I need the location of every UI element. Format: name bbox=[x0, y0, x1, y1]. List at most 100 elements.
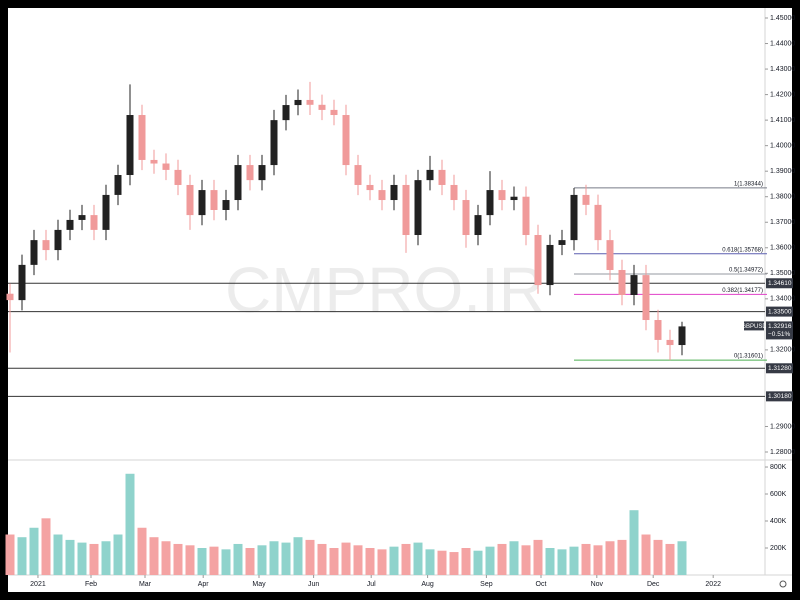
candle-body bbox=[594, 204, 602, 241]
candle-body bbox=[102, 194, 110, 230]
volume-bar bbox=[5, 534, 15, 575]
symbol-box bbox=[744, 321, 764, 331]
y-tick-label: 1.42000 bbox=[770, 91, 795, 98]
volume-bar bbox=[317, 543, 327, 575]
x-tick-label: 2022 bbox=[705, 581, 721, 588]
candle-body bbox=[318, 104, 326, 110]
volume-bar bbox=[617, 539, 627, 575]
volume-bar bbox=[545, 548, 555, 575]
level-label: 1.31280 bbox=[768, 365, 792, 372]
candle-body bbox=[42, 240, 50, 251]
candle-body bbox=[246, 165, 254, 181]
candle-body bbox=[666, 339, 674, 346]
candle-body bbox=[294, 99, 302, 106]
candle-body bbox=[330, 109, 338, 116]
y-tick-label: 1.39000 bbox=[770, 168, 795, 175]
volume-bar bbox=[389, 546, 399, 575]
candle-body bbox=[534, 235, 542, 286]
volume-bar bbox=[533, 539, 543, 575]
x-tick-label: 2021 bbox=[30, 581, 46, 588]
symbol: GBPUSD bbox=[741, 324, 767, 330]
volume-bar bbox=[173, 543, 183, 575]
volume-bar bbox=[77, 542, 87, 575]
candle-body bbox=[66, 219, 74, 230]
x-tick-label: Nov bbox=[591, 581, 604, 588]
candle-body bbox=[138, 115, 146, 160]
y-tick-label: 1.35000 bbox=[770, 270, 795, 277]
volume-bar bbox=[473, 550, 483, 575]
candle-body bbox=[342, 115, 350, 166]
volume-bar bbox=[437, 550, 447, 575]
volume-bar bbox=[425, 549, 435, 575]
volume-bar bbox=[305, 539, 315, 575]
candle-body bbox=[18, 264, 26, 301]
candle-body bbox=[114, 175, 122, 195]
volume-bar bbox=[665, 543, 675, 575]
candle-body bbox=[390, 184, 398, 201]
volume-bar bbox=[245, 548, 255, 575]
volume-bar bbox=[521, 545, 531, 575]
volume-bar bbox=[185, 545, 195, 575]
volume-bar bbox=[449, 552, 459, 575]
candle-body bbox=[642, 275, 650, 321]
candle-body bbox=[234, 165, 242, 201]
candle-body bbox=[450, 184, 458, 201]
volume-bar bbox=[461, 548, 471, 575]
y-tick-label: 1.37000 bbox=[770, 219, 795, 226]
volume-tick-label: 600K bbox=[770, 491, 787, 498]
x-tick-label: Jul bbox=[367, 581, 376, 588]
volume-tick-label: 200K bbox=[770, 545, 787, 552]
volume-bar bbox=[149, 537, 159, 575]
candle-body bbox=[606, 240, 614, 270]
volume-bar bbox=[557, 549, 567, 575]
candle-body bbox=[30, 240, 38, 265]
volume-bar bbox=[341, 542, 351, 575]
volume-bar bbox=[221, 549, 231, 575]
candle-body bbox=[510, 196, 518, 201]
y-tick-label: 1.45000 bbox=[770, 15, 795, 22]
volume-bar bbox=[29, 527, 39, 575]
y-tick-label: 1.34000 bbox=[770, 296, 795, 303]
volume-bar bbox=[401, 543, 411, 575]
candle-body bbox=[426, 169, 434, 181]
x-tick-label: Dec bbox=[647, 581, 660, 588]
candle-body bbox=[618, 269, 626, 296]
volume-bar bbox=[641, 534, 651, 575]
candle-body bbox=[198, 190, 206, 216]
candle-body bbox=[222, 200, 230, 210]
volume-bar bbox=[113, 534, 123, 575]
x-tick-label: Jun bbox=[308, 581, 319, 588]
fib-label: 1(1.38344) bbox=[734, 182, 763, 188]
x-tick-label: Mar bbox=[139, 581, 152, 588]
volume-bar bbox=[209, 546, 219, 575]
volume-bar bbox=[125, 473, 135, 575]
candle-body bbox=[354, 165, 362, 185]
candle-body bbox=[54, 229, 62, 251]
candle-body bbox=[462, 200, 470, 236]
volume-tick-label: 400K bbox=[770, 518, 787, 525]
volume-bar bbox=[653, 539, 663, 575]
volume-bar bbox=[257, 545, 267, 575]
volume-bar bbox=[497, 543, 507, 575]
y-tick-label: 1.40000 bbox=[770, 142, 795, 149]
watermark: CMPRO.IR bbox=[225, 254, 545, 326]
level-label: 1.34610 bbox=[768, 280, 792, 287]
y-tick-label: 1.41000 bbox=[770, 117, 795, 124]
candle-body bbox=[402, 184, 410, 236]
candle-body bbox=[90, 215, 98, 230]
level-label-box bbox=[766, 278, 793, 289]
x-tick-label: Oct bbox=[536, 581, 547, 588]
volume-bar bbox=[137, 527, 147, 575]
y-tick-label: 1.44000 bbox=[770, 40, 795, 47]
x-tick-label: Feb bbox=[85, 581, 97, 588]
y-tick-label: 1.28000 bbox=[770, 449, 795, 456]
candle-body bbox=[210, 190, 218, 210]
settings-icon[interactable] bbox=[779, 580, 787, 588]
candle-body bbox=[558, 240, 566, 245]
level-label-box bbox=[766, 391, 793, 402]
candle-body bbox=[366, 184, 374, 191]
volume-bar bbox=[281, 542, 291, 575]
volume-bar bbox=[41, 518, 51, 575]
volume-bar bbox=[581, 543, 591, 575]
